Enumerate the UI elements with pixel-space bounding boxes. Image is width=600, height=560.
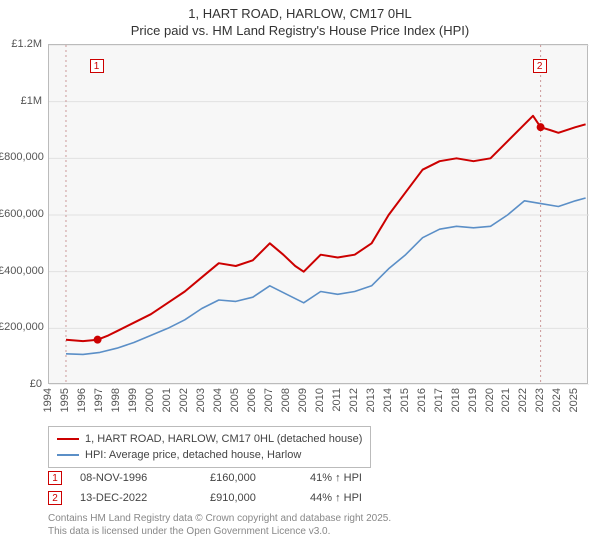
x-tick-label: 1996 [76,388,88,412]
x-tick-label: 2004 [212,388,224,412]
x-tick-label: 1994 [42,388,54,412]
title-line-2: Price paid vs. HM Land Registry's House … [0,23,600,40]
x-tick-label: 2022 [517,388,529,412]
sales-table: 1 08-NOV-1996£160,00041% ↑ HPI 2 13-DEC-202… [48,468,430,508]
sale-marker-1: 1 [90,59,104,73]
y-tick-label: £600,000 [0,208,42,220]
y-tick-label: £800,000 [0,151,42,163]
legend-label: HPI: Average price, detached house, Harl… [85,449,301,461]
x-tick-label: 2009 [297,388,309,412]
x-tick-label: 2018 [450,388,462,412]
attribution-line-2: This data is licensed under the Open Gov… [48,525,391,538]
x-tick-label: 2025 [568,388,580,412]
x-tick-label: 2019 [467,388,479,412]
legend-swatch [57,438,79,440]
x-tick-label: 2000 [144,388,156,412]
x-tick-label: 2010 [314,388,326,412]
x-tick-label: 2012 [348,388,360,412]
y-tick-label: £400,000 [0,265,42,277]
x-tick-label: 2007 [263,388,275,412]
y-tick-label: £1.2M [0,38,42,50]
sale-date: 13-DEC-2022 [80,492,210,504]
x-tick-label: 2008 [280,388,292,412]
plot-background [48,44,588,384]
sale-price: £160,000 [210,472,310,484]
x-tick-label: 1998 [110,388,122,412]
x-tick-label: 2013 [365,388,377,412]
legend-label: 1, HART ROAD, HARLOW, CM17 0HL (detached… [85,433,362,445]
x-tick-label: 2021 [500,388,512,412]
y-tick-label: £0 [0,378,42,390]
sale-row: 1 08-NOV-1996£160,00041% ↑ HPI [48,468,430,488]
sale-marker-box: 2 [48,491,62,505]
sale-marker-2: 2 [533,59,547,73]
legend-swatch [57,454,79,456]
legend-item: 1, HART ROAD, HARLOW, CM17 0HL (detached… [57,431,362,447]
x-tick-label: 2015 [399,388,411,412]
x-tick-label: 2005 [229,388,241,412]
sale-marker-box: 1 [48,471,62,485]
x-tick-label: 2003 [195,388,207,412]
attribution: Contains HM Land Registry data © Crown c… [48,512,391,538]
x-tick-label: 2016 [416,388,428,412]
y-tick-label: £200,000 [0,321,42,333]
attribution-line-1: Contains HM Land Registry data © Crown c… [48,512,391,525]
chart-area: £0£200,000£400,000£600,000£800,000£1M£1.… [48,44,588,384]
x-tick-label: 2020 [484,388,496,412]
x-tick-label: 2014 [382,388,394,412]
plot-svg [49,45,589,385]
chart-container: 1, HART ROAD, HARLOW, CM17 0HL Price pai… [0,0,600,560]
x-tick-label: 1995 [59,388,71,412]
y-tick-label: £1M [0,95,42,107]
x-tick-label: 1997 [93,388,105,412]
x-tick-label: 2002 [178,388,190,412]
sale-row: 2 13-DEC-2022£910,00044% ↑ HPI [48,488,430,508]
legend: 1, HART ROAD, HARLOW, CM17 0HL (detached… [48,426,371,468]
x-tick-label: 2023 [534,388,546,412]
title-line-1: 1, HART ROAD, HARLOW, CM17 0HL [0,6,600,23]
x-tick-label: 2024 [551,388,563,412]
title-block: 1, HART ROAD, HARLOW, CM17 0HL Price pai… [0,0,600,42]
sale-pct: 41% ↑ HPI [310,472,430,484]
x-tick-label: 2011 [331,388,343,412]
sale-date: 08-NOV-1996 [80,472,210,484]
sale-price: £910,000 [210,492,310,504]
sale-pct: 44% ↑ HPI [310,492,430,504]
x-tick-label: 1999 [127,388,139,412]
x-tick-label: 2001 [161,388,173,412]
legend-item: HPI: Average price, detached house, Harl… [57,447,362,463]
x-tick-label: 2006 [246,388,258,412]
x-tick-label: 2017 [433,388,445,412]
